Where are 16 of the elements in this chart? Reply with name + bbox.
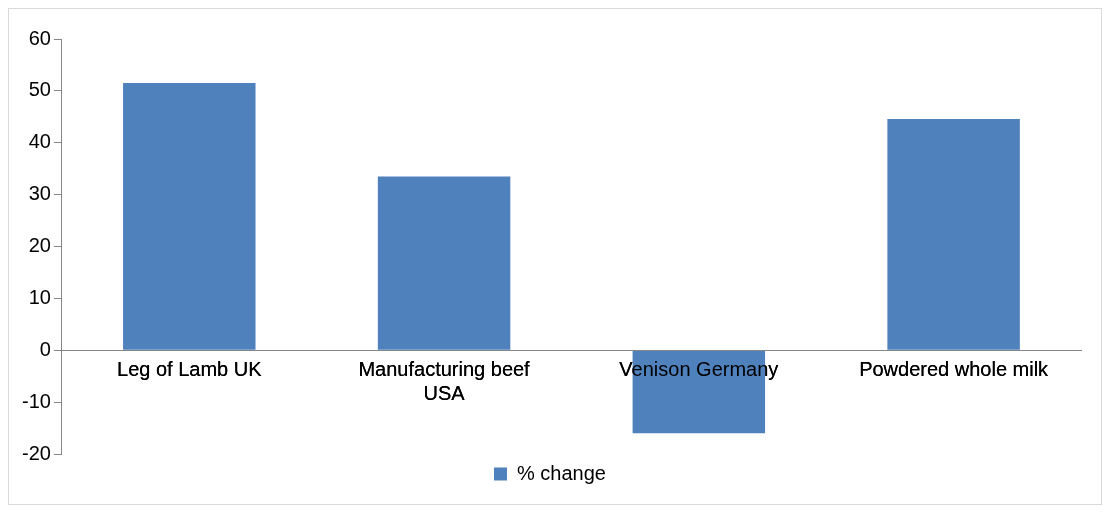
x-tick-label: Leg of Lamb UK xyxy=(117,357,263,380)
y-tick-label: 20 xyxy=(28,234,51,257)
y-tick-label: 10 xyxy=(28,285,51,308)
bar xyxy=(887,118,1020,350)
y-tick-label: 0 xyxy=(39,337,51,360)
y-tick-label: 30 xyxy=(28,182,51,205)
y-tick-label: -10 xyxy=(22,389,51,412)
y-tick-label: 40 xyxy=(28,130,51,153)
bar xyxy=(123,83,256,350)
x-tick-label: Manufacturing beef USA xyxy=(358,357,531,404)
y-tick-label: -20 xyxy=(22,441,51,464)
y-tick-label: 50 xyxy=(28,78,51,101)
bar xyxy=(377,176,511,350)
y-tick-label: 60 xyxy=(28,26,51,49)
legend-label: % change xyxy=(517,461,606,484)
x-tick-label: Powdered whole milk xyxy=(859,357,1050,380)
